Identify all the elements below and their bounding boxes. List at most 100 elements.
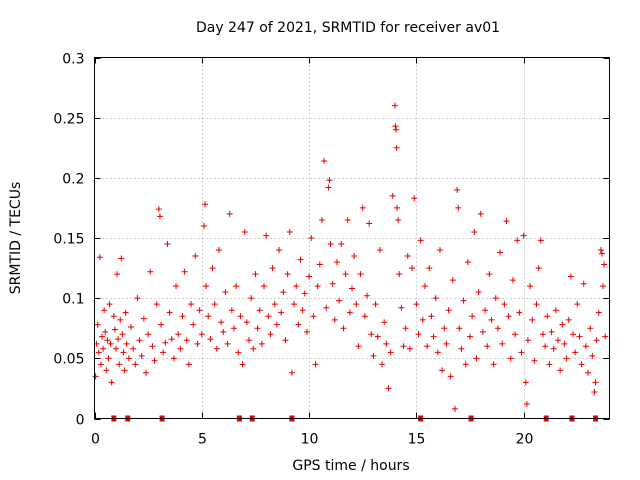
data-point	[273, 321, 280, 328]
data-point	[389, 192, 396, 199]
data-point	[149, 343, 156, 350]
data-point	[209, 265, 216, 272]
data-point	[402, 325, 409, 332]
data-point	[391, 102, 398, 109]
data-point	[179, 313, 186, 320]
data-point	[413, 301, 420, 308]
data-point	[230, 325, 237, 332]
data-point	[213, 345, 220, 352]
data-point	[533, 301, 540, 308]
data-point	[314, 283, 321, 290]
data-point	[524, 337, 531, 344]
data-point	[102, 328, 109, 335]
data-point	[582, 343, 589, 350]
data-point	[338, 241, 345, 248]
data-point	[203, 283, 210, 290]
data-point	[585, 369, 592, 376]
y-axis-label: SRMTID / TECUs	[8, 182, 24, 295]
data-point	[110, 313, 117, 320]
data-point	[509, 277, 516, 284]
data-point	[454, 186, 461, 193]
x-tick-label: 20	[516, 432, 534, 448]
data-point	[116, 361, 123, 368]
data-point	[557, 367, 564, 374]
data-point	[529, 316, 536, 323]
data-point	[119, 331, 126, 338]
data-point	[192, 253, 199, 260]
data-point	[499, 340, 506, 347]
data-point	[443, 340, 450, 347]
data-point	[326, 177, 333, 184]
data-point	[108, 379, 115, 386]
data-point	[395, 216, 402, 223]
data-point	[552, 307, 559, 314]
data-point	[181, 268, 188, 275]
plot-frame	[94, 57, 610, 419]
data-point	[265, 313, 272, 320]
data-point	[503, 218, 510, 225]
data-point	[297, 256, 304, 263]
data-point	[306, 273, 313, 280]
data-point	[263, 232, 270, 239]
data-point	[291, 301, 298, 308]
data-point	[158, 321, 165, 328]
data-point	[415, 331, 422, 338]
data-point	[331, 316, 338, 323]
data-point	[351, 253, 358, 260]
data-point	[600, 283, 607, 290]
data-point	[561, 340, 568, 347]
data-point	[250, 345, 257, 352]
data-point	[246, 337, 252, 344]
data-point	[120, 349, 127, 356]
data-point	[428, 313, 435, 320]
data-point	[323, 304, 330, 311]
data-point	[318, 216, 325, 223]
data-point	[101, 307, 108, 314]
data-point	[140, 315, 147, 322]
data-point	[580, 280, 587, 287]
data-point	[271, 301, 278, 308]
data-point	[589, 352, 596, 359]
data-point	[507, 355, 514, 362]
data-point	[278, 309, 285, 316]
data-point	[458, 345, 465, 352]
data-point	[430, 333, 437, 340]
data-point	[308, 235, 315, 241]
data-point	[111, 326, 118, 333]
data-point	[200, 222, 207, 229]
data-point	[396, 271, 403, 278]
data-point	[166, 309, 173, 316]
y-tick-label: 0	[76, 413, 85, 429]
data-point	[441, 325, 448, 332]
data-point	[153, 301, 160, 308]
data-point	[122, 309, 129, 316]
data-point	[447, 373, 454, 380]
data-point	[125, 355, 132, 362]
data-point	[215, 247, 222, 254]
y-tick-label: 0.25	[53, 112, 84, 128]
data-point	[436, 247, 443, 254]
data-point	[424, 343, 431, 350]
data-point	[464, 259, 471, 266]
data-point	[293, 283, 300, 290]
data-point	[136, 337, 143, 344]
data-point	[527, 283, 534, 290]
data-points	[92, 102, 609, 412]
data-point	[226, 210, 233, 217]
data-point	[156, 213, 163, 220]
data-point	[106, 301, 113, 308]
data-point	[518, 349, 525, 356]
data-point	[490, 361, 497, 368]
data-point	[233, 283, 240, 290]
data-point	[202, 201, 209, 208]
data-point	[336, 297, 343, 304]
data-point	[218, 319, 225, 326]
data-point	[563, 355, 570, 362]
data-point	[138, 352, 145, 359]
data-point	[546, 361, 553, 368]
data-point	[183, 337, 190, 344]
data-point	[168, 336, 175, 343]
data-point	[316, 261, 323, 268]
data-point	[591, 389, 598, 396]
data-point	[280, 289, 287, 296]
